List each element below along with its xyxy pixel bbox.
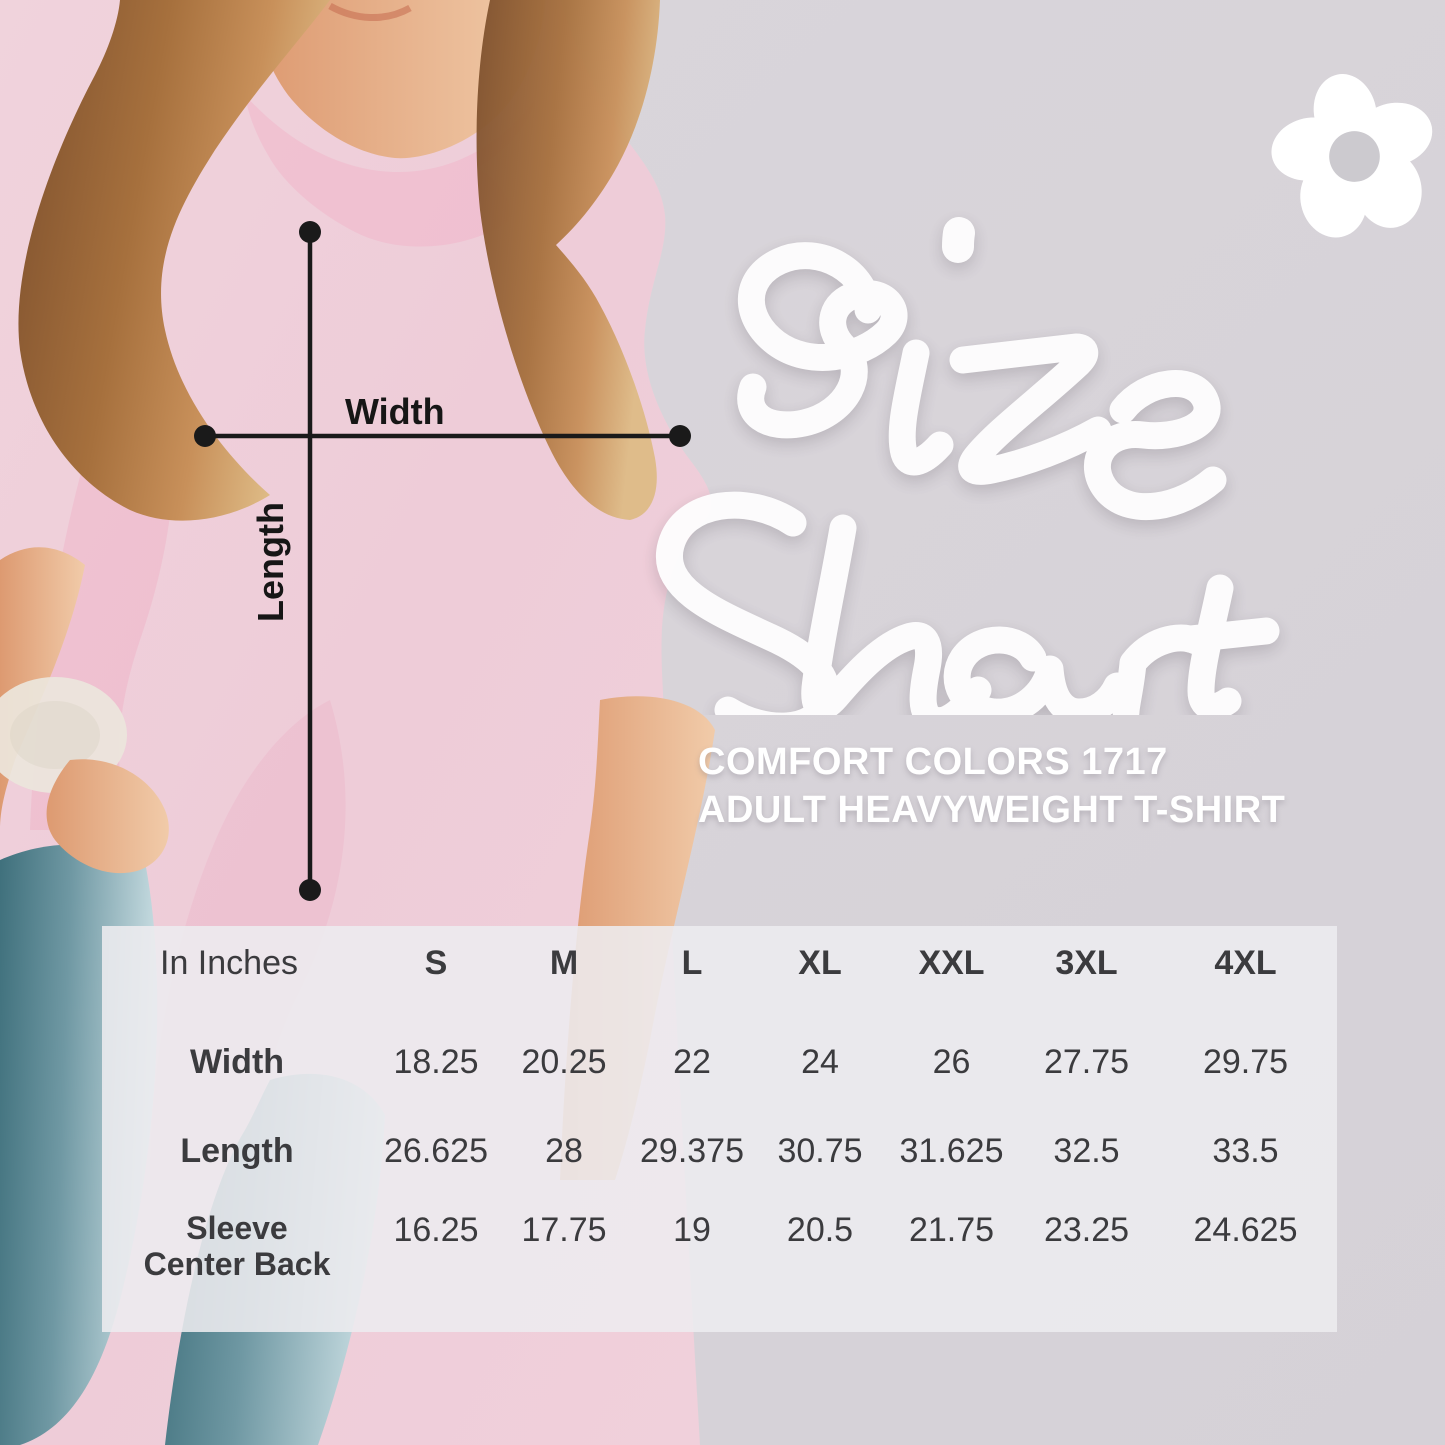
svg-text:Length: Length bbox=[250, 502, 291, 622]
svg-text:Width: Width bbox=[345, 391, 445, 432]
